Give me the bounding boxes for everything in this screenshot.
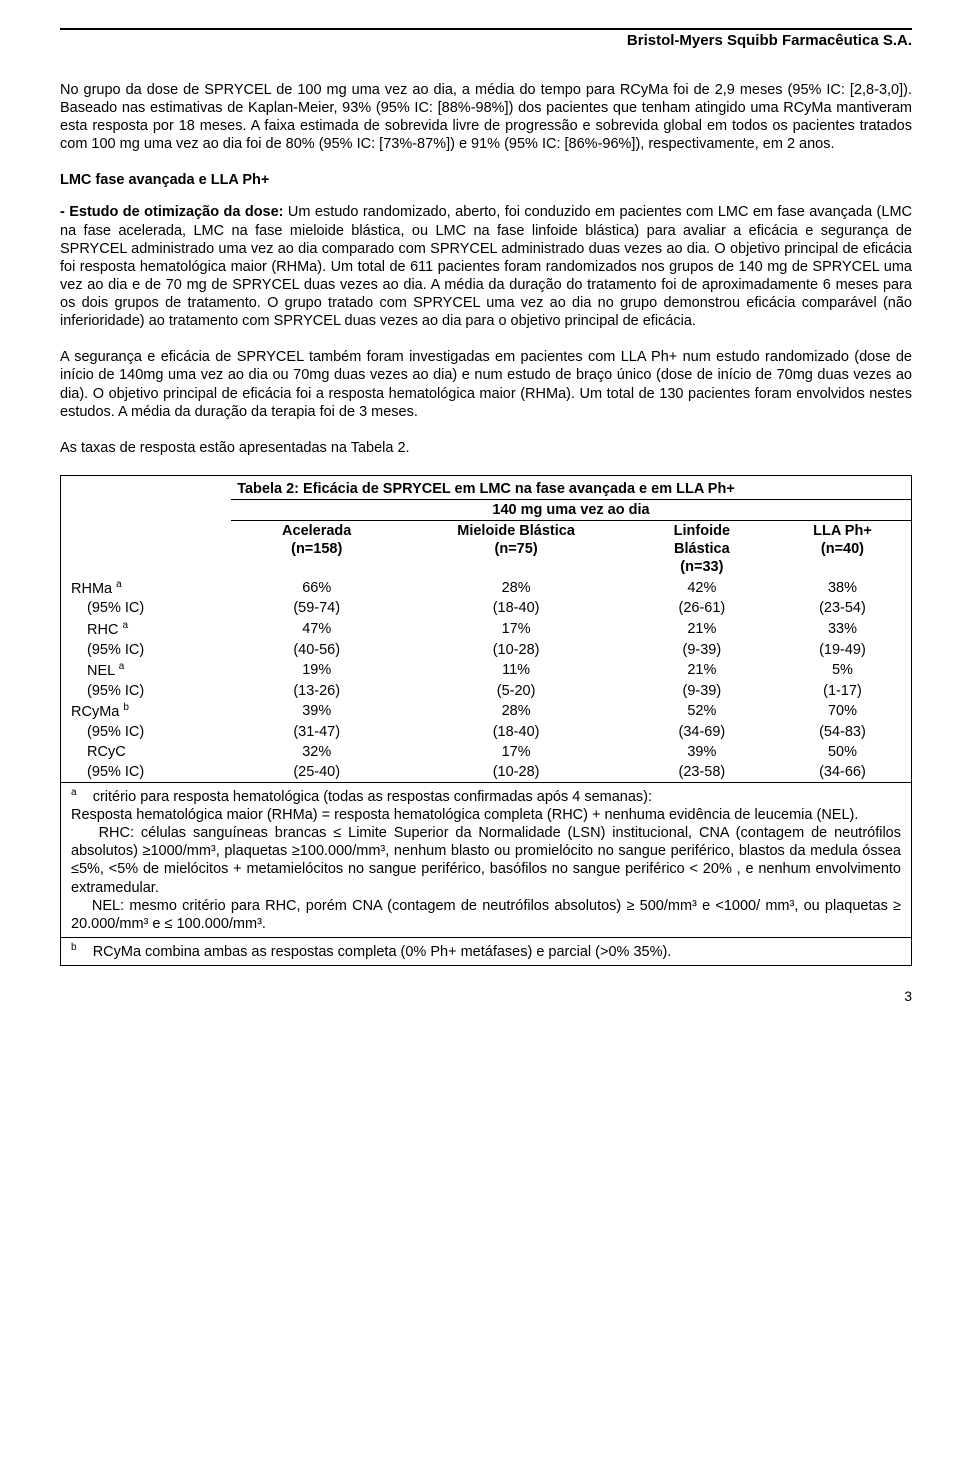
table-cell: 17% [402,619,629,640]
table-cell: 39% [630,742,774,762]
row-sublabel: (95% IC) [61,762,231,783]
table-row: (95% IC)(40-56)(10-28)(9-39)(19-49) [61,640,911,660]
table-cell: (26-61) [630,598,774,618]
table-cell: (59-74) [231,598,402,618]
table-2-container: Tabela 2: Eficácia de SPRYCEL em LMC na … [60,475,912,966]
table-cell: (54-83) [774,722,911,742]
table-cell: 39% [231,701,402,722]
table-row: RCyMa b39%28%52%70% [61,701,911,722]
header-rule [60,28,912,30]
para2-lead: - Estudo de otimização da dose: [60,204,284,220]
table-row: (95% IC)(59-74)(18-40)(26-61)(23-54) [61,598,911,618]
paragraph-4: As taxas de resposta estão apresentadas … [60,439,912,457]
table-cell: (10-28) [402,762,629,783]
row-sublabel: (95% IC) [61,722,231,742]
table-cell: 28% [402,701,629,722]
table-cell: 33% [774,619,911,640]
table-cell: 50% [774,742,911,762]
table-cell: (10-28) [402,640,629,660]
table-note-a: a critério para resposta hematológica (t… [61,783,911,938]
table-cell: 52% [630,701,774,722]
col-header-mieloide: Mieloide Blástica(n=75) [402,521,629,578]
table-note-b: b RCyMa combina ambas as respostas compl… [61,937,911,964]
row-sublabel: (95% IC) [61,640,231,660]
table-row: RHMa a66%28%42%38% [61,578,911,599]
table-cell: 47% [231,619,402,640]
header-company: Bristol-Myers Squibb Farmacêutica S.A. [60,32,912,51]
table-cell: 17% [402,742,629,762]
table-cell: (25-40) [231,762,402,783]
table-cell: (5-20) [402,681,629,701]
table-cell: (1-17) [774,681,911,701]
paragraph-2: - Estudo de otimização da dose: Um estud… [60,203,912,330]
table-row: (95% IC)(25-40)(10-28)(23-58)(34-66) [61,762,911,783]
table-cell: 66% [231,578,402,599]
table-cell: 5% [774,660,911,681]
table-cell: 70% [774,701,911,722]
table-cell: 11% [402,660,629,681]
row-label: RHC a [61,619,231,640]
paragraph-1: No grupo da dose de SPRYCEL de 100 mg um… [60,81,912,154]
table-cell: (13-26) [231,681,402,701]
page-number: 3 [60,988,912,1006]
table-cell: 21% [630,619,774,640]
table-cell: (9-39) [630,681,774,701]
table-cell: 32% [231,742,402,762]
para2-body: Um estudo randomizado, aberto, foi condu… [60,204,912,329]
section-title-lmc: LMC fase avançada e LLA Ph+ [60,171,912,189]
col-header-linfoide: LinfoideBlástica(n=33) [630,521,774,578]
table-row: RCyC32%17%39%50% [61,742,911,762]
row-label: RHMa a [61,578,231,599]
paragraph-3: A segurança e eficácia de SPRYCEL também… [60,348,912,421]
row-sublabel: (95% IC) [61,598,231,618]
table-cell: (34-66) [774,762,911,783]
table-title: Tabela 2: Eficácia de SPRYCEL em LMC na … [61,476,911,500]
table-row: NEL a19%11%21%5% [61,660,911,681]
table-cell: (40-56) [231,640,402,660]
row-label: RCyC [61,742,231,762]
table-subtitle: 140 mg uma vez ao dia [231,500,911,521]
table-cell: 38% [774,578,911,599]
table-cell: (18-40) [402,598,629,618]
table-2: Tabela 2: Eficácia de SPRYCEL em LMC na … [61,476,911,965]
table-cell: (34-69) [630,722,774,742]
table-row: (95% IC)(13-26)(5-20)(9-39)(1-17) [61,681,911,701]
table-cell: 42% [630,578,774,599]
table-cell: (19-49) [774,640,911,660]
row-label: RCyMa b [61,701,231,722]
row-sublabel: (95% IC) [61,681,231,701]
col-header-acelerada: Acelerada(n=158) [231,521,402,578]
table-cell: (18-40) [402,722,629,742]
table-cell: (31-47) [231,722,402,742]
table-cell: (9-39) [630,640,774,660]
col-header-lla: LLA Ph+(n=40) [774,521,911,578]
table-row: RHC a47%17%21%33% [61,619,911,640]
table-row: (95% IC)(31-47)(18-40)(34-69)(54-83) [61,722,911,742]
row-label: NEL a [61,660,231,681]
table-cell: 28% [402,578,629,599]
table-cell: 21% [630,660,774,681]
table-cell: 19% [231,660,402,681]
table-cell: (23-58) [630,762,774,783]
table-cell: (23-54) [774,598,911,618]
